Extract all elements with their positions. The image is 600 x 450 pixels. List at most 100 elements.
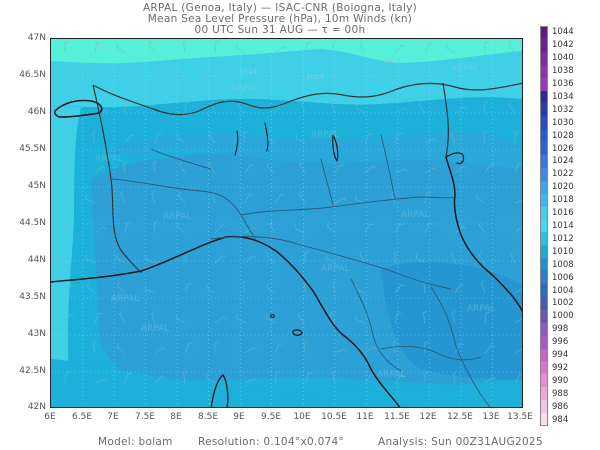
colorbar-label: 1010 [552,246,574,257]
wind-barb [334,164,346,174]
field-1010-north [111,130,522,169]
wind-barb [206,283,216,294]
lat-tick-44: 44N [27,255,46,265]
watermark: ARPAL [451,64,479,74]
wind-barb [514,225,522,234]
wind-barb [94,313,103,324]
wind-barb [301,100,306,114]
lat-tick-42-5: 42.5N [19,366,46,376]
wind-barb [184,343,193,354]
wind-barb [394,107,408,114]
colorbar-swatch [540,413,548,427]
colorbar-swatch [540,64,548,79]
colorbar-swatch [540,219,548,233]
wind-barb [63,160,68,174]
wind-barb [454,284,465,294]
island-elba [292,329,303,336]
wind-barb [514,163,522,174]
wind-barb [64,371,71,384]
wind-barb [87,72,96,84]
footer-analysis: Analysis: Sun 00Z31AUG2025 [378,436,543,448]
title-line-1: ARPAL (Genoa, Italy) — ISAC-CNR (Bologna… [142,2,418,14]
wind-barb [387,71,396,84]
colorbar-label: 1026 [552,143,574,154]
wind-barb [214,255,227,264]
wind-barb [394,168,408,174]
colorbar-label: 1044 [552,27,574,38]
wind-barb [295,224,306,234]
colorbar-label: 1018 [552,195,574,206]
wind-barb [451,250,456,264]
wind-barb [297,312,306,324]
wind-barb [116,253,126,264]
wind-barb [183,40,188,54]
wind-barb [364,346,377,354]
wind-barb [359,40,366,54]
wind-barb [148,101,156,114]
colorbar-swatch [540,335,548,350]
wind-barb [119,311,126,324]
wind-barb [64,41,69,54]
wind-barb [514,374,522,384]
wind-barb [514,199,522,204]
wind-barb [124,373,133,384]
region-apennine [210,236,452,290]
wind-barb [394,284,405,294]
wind-barb [514,317,522,324]
wind-barb [243,130,248,144]
colorbar-swatch [540,400,548,414]
wind-barb [392,340,397,354]
lon-tick-11: 11E [356,412,374,422]
colorbar-swatch [540,206,548,221]
wind-barb [57,252,66,264]
colorbar-swatch [540,258,548,272]
colorbar-label: 1002 [552,298,574,309]
pressure-colorbar [540,26,548,427]
wind-barb [120,190,126,204]
colorbar-swatch [540,38,548,53]
wind-barb [424,341,429,354]
wind-barb [86,282,96,294]
colorbar-label: 1000 [552,311,574,322]
region-valle-aosta [150,148,212,170]
title-line-2: Mean Sea Level Pressure (hPa), 10m Winds… [147,13,413,25]
isobar-label-1: 1014 [306,73,324,81]
wind-barb [236,43,246,54]
region-piemonte-lombardia [110,178,257,240]
wind-barb [244,255,257,264]
wind-barb [214,225,226,234]
wind-barb [237,102,246,114]
wind-barb [154,133,163,144]
wind-barb [394,44,406,54]
wind-barb [64,284,76,294]
wind-barb [94,108,108,114]
wind-barb [124,222,132,234]
colorbar-swatch [540,167,548,182]
wind-barb [176,132,186,144]
lon-tick-8-5: 8.5E [198,412,218,422]
wind-barb [476,193,486,204]
coastline-venice [445,152,465,165]
lon-tick-6-5: 6.5E [72,412,92,422]
wind-barb [123,100,128,114]
wind-barb [265,314,276,324]
wind-barb [94,41,101,54]
colorbar-label: 1008 [552,259,574,270]
wind-barb [85,194,96,204]
watermark: ARPAL [111,294,139,304]
wind-barb [183,370,188,384]
region-umbria [430,286,491,407]
field-1008 [381,262,522,380]
field-1014-west [51,105,81,407]
wind-barb [453,370,458,384]
wind-barb [266,162,276,174]
colorbar-label: 1004 [552,285,574,296]
colorbar-swatch [540,322,548,337]
wind-barb [454,166,467,174]
wind-barb [364,133,374,144]
wind-barb [394,223,404,234]
wind-barb [418,101,426,114]
colorbar-label: 1028 [552,130,574,141]
wind-barb [304,373,313,384]
lon-tick-12-5: 12.5E [447,412,473,422]
